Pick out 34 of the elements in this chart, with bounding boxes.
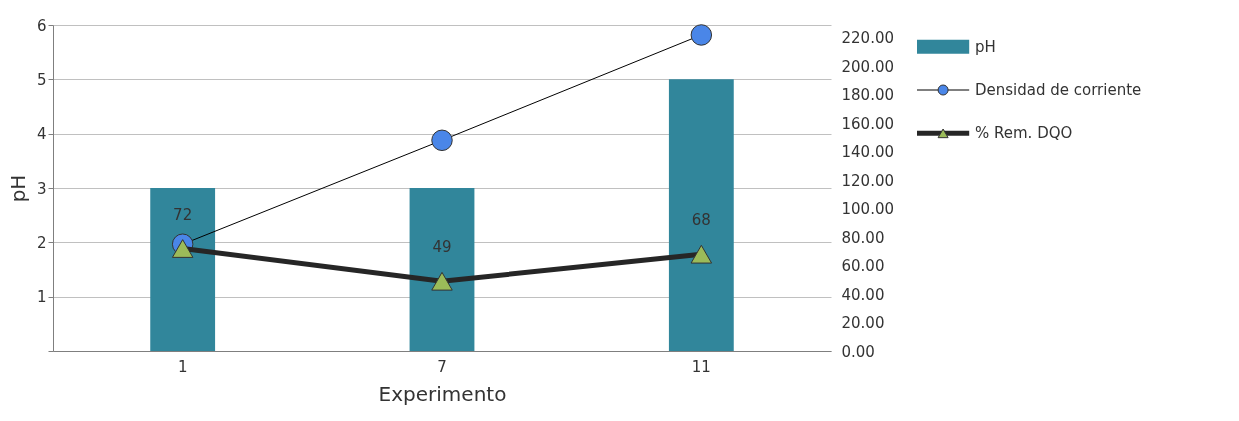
y2-tick-label: 0.00: [841, 342, 875, 361]
x-tick-label: 11: [691, 357, 711, 376]
legend-label: % Rem. DQO: [975, 124, 1073, 143]
data-label: 68: [691, 211, 711, 230]
y2-tick-label: 60.00: [841, 257, 885, 276]
point: [431, 271, 453, 291]
legend-label: Densidad de corriente: [975, 81, 1142, 99]
y2-tick-label: 120.00: [841, 171, 894, 190]
legend-label: pH: [975, 37, 996, 56]
x-tick-label: 7: [437, 357, 447, 376]
y-tick-label: 3: [36, 179, 47, 198]
point: [171, 239, 194, 258]
y-tick-label: 2: [36, 233, 47, 252]
x-tick-label: 1: [177, 357, 188, 376]
y2-tick-label: 80.00: [841, 228, 885, 247]
y-axis-title: pH: [5, 174, 30, 203]
y-tick-label: 5: [36, 70, 47, 89]
y2-tick-label: 140.00: [841, 143, 894, 162]
y-tick-label: 1: [36, 288, 47, 307]
y2-tick-label: 200.00: [841, 57, 894, 76]
y2-tick-label: 100.00: [841, 200, 894, 219]
x-axis-title: Experimento: [378, 381, 507, 406]
point: [690, 244, 713, 264]
y2-tick-label: 220.00: [841, 29, 894, 48]
point: [431, 129, 453, 152]
y2-tick-label: 20.00: [841, 314, 885, 333]
data-label: 49: [432, 238, 452, 257]
y-tick-label: 4: [36, 125, 47, 144]
point: [690, 24, 713, 46]
y-tick-label: 6: [36, 16, 47, 35]
y2-tick-label: 40.00: [841, 285, 885, 304]
y2-tick-label: 180.00: [841, 86, 894, 105]
y2-tick-label: 160.00: [841, 114, 894, 133]
data-label: 72: [173, 205, 193, 224]
